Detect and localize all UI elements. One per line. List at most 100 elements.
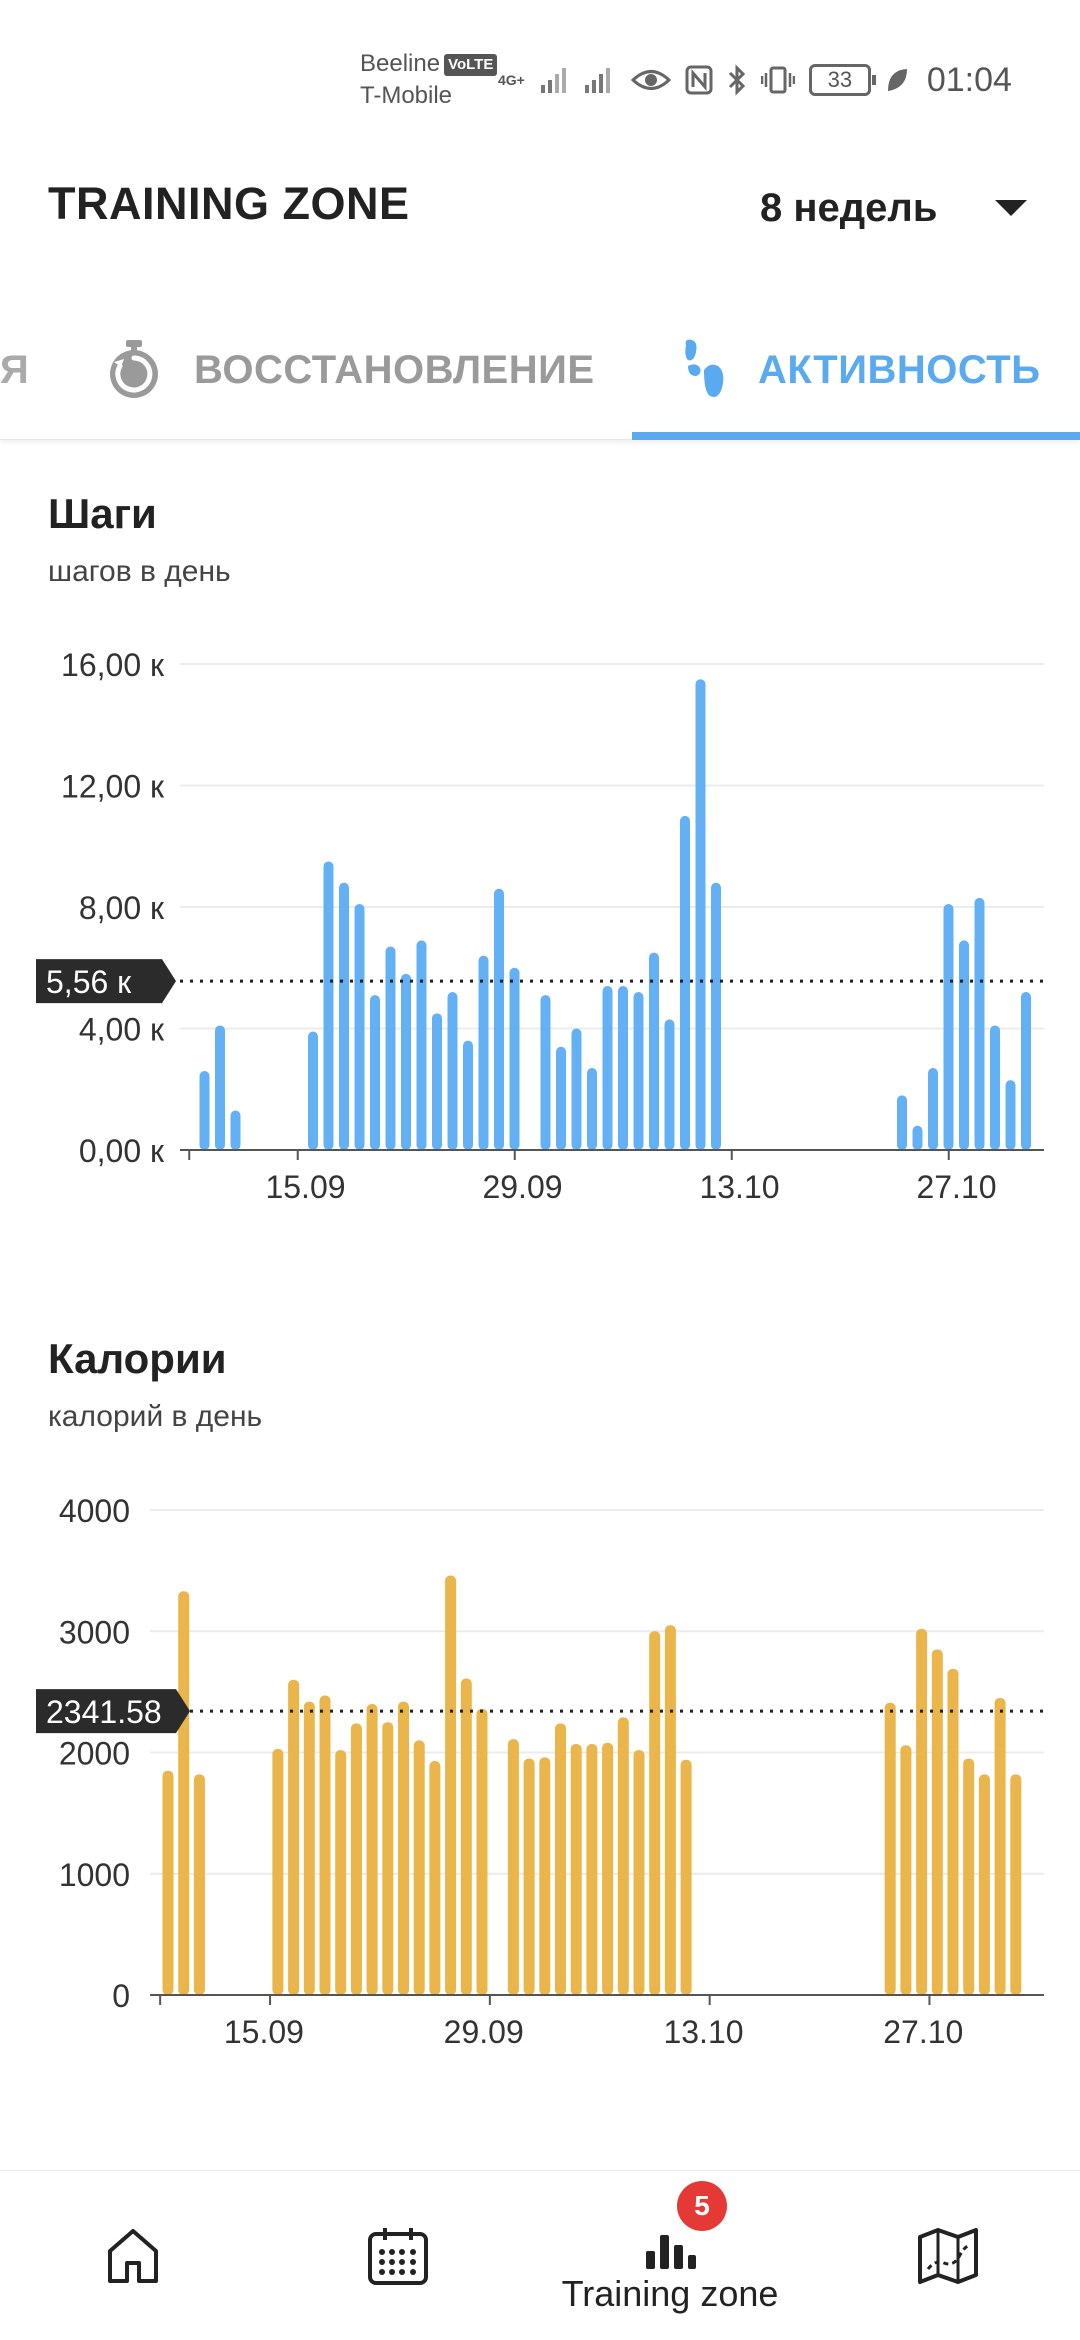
chart-bar[interactable] <box>398 1701 409 1995</box>
chart-bar[interactable] <box>272 1748 284 1995</box>
chart-bar[interactable] <box>478 955 489 1150</box>
status-icons: 4G+ 33 01:04 <box>498 55 1012 105</box>
chart-bar[interactable] <box>664 1625 676 1995</box>
nav-map[interactable] <box>895 2171 1000 2340</box>
chart-bar[interactable] <box>193 1774 205 1995</box>
chart-bar[interactable] <box>633 1750 645 1995</box>
chart-bar[interactable] <box>308 1031 318 1150</box>
tab-previous[interactable]: Я <box>0 300 29 440</box>
chart-bar[interactable] <box>288 1679 300 1995</box>
chart-bar[interactable] <box>900 1745 912 1995</box>
chart-bar[interactable] <box>711 882 721 1150</box>
chart-bar[interactable] <box>370 995 380 1150</box>
chart-bar[interactable] <box>445 1575 457 1995</box>
chart-bar[interactable] <box>413 1740 425 1995</box>
chart-bar[interactable] <box>339 882 349 1150</box>
chart-bar[interactable] <box>354 903 365 1150</box>
chart-bar[interactable] <box>994 1697 1006 1995</box>
chart-bar[interactable] <box>1005 1080 1016 1150</box>
chart-bar[interactable] <box>1010 1774 1022 1995</box>
chart-bar[interactable] <box>570 1744 582 1995</box>
chart-bar[interactable] <box>974 897 985 1150</box>
nav-home[interactable] <box>80 2171 185 2340</box>
chart-bar[interactable] <box>928 1067 938 1150</box>
chart-bar[interactable] <box>633 992 644 1150</box>
volte-badge: VoLTE <box>444 53 498 76</box>
tab-activity[interactable]: АКТИВНОСТЬ <box>680 300 1040 440</box>
chart-bar[interactable] <box>162 1770 174 1995</box>
chart-bar[interactable] <box>323 861 334 1150</box>
chart-bar[interactable] <box>303 1701 315 1995</box>
chart-bar[interactable] <box>586 1744 598 1995</box>
chart-bar[interactable] <box>990 1025 1000 1150</box>
clock: 01:04 <box>926 60 1012 99</box>
carrier-1: Beeline <box>360 50 441 77</box>
nav-calendar[interactable] <box>345 2171 450 2340</box>
chart-bar[interactable] <box>178 1591 190 1995</box>
chart-bar[interactable] <box>476 1708 488 1995</box>
chart-bar[interactable] <box>931 1649 943 1995</box>
chart-bar[interactable] <box>680 815 690 1150</box>
chart-bar[interactable] <box>199 1071 210 1150</box>
chart-bar[interactable] <box>959 940 969 1150</box>
chart-bar[interactable] <box>978 1774 990 1995</box>
chart-bar[interactable] <box>963 1758 975 1995</box>
chart-bar[interactable] <box>507 1739 519 1995</box>
chart-bar[interactable] <box>432 1013 442 1150</box>
chart-bar[interactable] <box>912 1125 923 1150</box>
chart-bar[interactable] <box>494 888 504 1150</box>
carrier-2: T-Mobile <box>360 82 453 109</box>
chart-bar[interactable] <box>509 967 520 1150</box>
bar-chart-icon <box>646 2235 696 2269</box>
y-tick-label: 0,00 к <box>79 1133 165 1169</box>
chart-bar[interactable] <box>463 1040 473 1150</box>
signal-1-icon <box>540 68 566 93</box>
chart-bar[interactable] <box>429 1760 441 1995</box>
chart-bar[interactable] <box>916 1628 928 1995</box>
period-dropdown[interactable]: 8 недель <box>760 178 1028 238</box>
chart-bar[interactable] <box>460 1678 472 1995</box>
chart-bar[interactable] <box>897 1095 907 1150</box>
chart-bar[interactable] <box>649 1631 661 1995</box>
chart-bar[interactable] <box>447 992 458 1150</box>
chart-bar[interactable] <box>617 1717 629 1995</box>
chart-bar[interactable] <box>680 1759 692 1995</box>
chart-bar[interactable] <box>556 1046 566 1150</box>
chart-bar[interactable] <box>382 1722 394 1995</box>
home-icon <box>107 2229 158 2283</box>
chart-bar[interactable] <box>230 1110 241 1150</box>
chart-bar[interactable] <box>416 940 427 1150</box>
chart-bar[interactable] <box>401 973 411 1150</box>
chart-bar[interactable] <box>695 679 706 1150</box>
chart-bar[interactable] <box>555 1723 566 1995</box>
average-label-bg <box>36 959 176 1004</box>
average-label-text: 2341.58 <box>46 1694 162 1730</box>
chart-bar[interactable] <box>335 1750 347 1995</box>
chart-bar[interactable] <box>350 1723 362 1995</box>
chart-bar[interactable] <box>571 1028 582 1151</box>
nav-training-zone-label: Training zone <box>561 2273 779 2314</box>
nav-training-zone[interactable]: Training zone 5 <box>540 2171 800 2340</box>
tab-bar: Я ВОССТАНОВЛЕНИЕ АКТИВНОСТЬ <box>0 300 1080 440</box>
chart-bar[interactable] <box>602 1742 614 1995</box>
chart-bar[interactable] <box>319 1695 331 1995</box>
page-title: TRAINING ZONE <box>48 178 410 229</box>
chart-bar[interactable] <box>540 995 551 1150</box>
chart-bar[interactable] <box>587 1067 597 1150</box>
chart-bar[interactable] <box>523 1758 535 1995</box>
x-tick-label: 29.09 <box>482 1169 562 1205</box>
chart-bar[interactable] <box>649 952 659 1150</box>
chart-bar[interactable] <box>366 1704 378 1995</box>
chart-bar[interactable] <box>884 1702 896 1995</box>
chart-bar[interactable] <box>947 1668 959 1995</box>
chart-bar[interactable] <box>385 946 396 1150</box>
chart-bar[interactable] <box>215 1025 225 1150</box>
chart-bar[interactable] <box>539 1757 551 1995</box>
chart-bar[interactable] <box>602 985 613 1150</box>
chart-bar[interactable] <box>943 903 954 1150</box>
chart-bar[interactable] <box>1021 992 1031 1150</box>
tab-recovery[interactable]: ВОССТАНОВЛЕНИЕ <box>104 300 595 440</box>
average-label-bg <box>36 1689 190 1734</box>
chart-bar[interactable] <box>664 1019 675 1150</box>
chart-bar[interactable] <box>618 985 628 1150</box>
